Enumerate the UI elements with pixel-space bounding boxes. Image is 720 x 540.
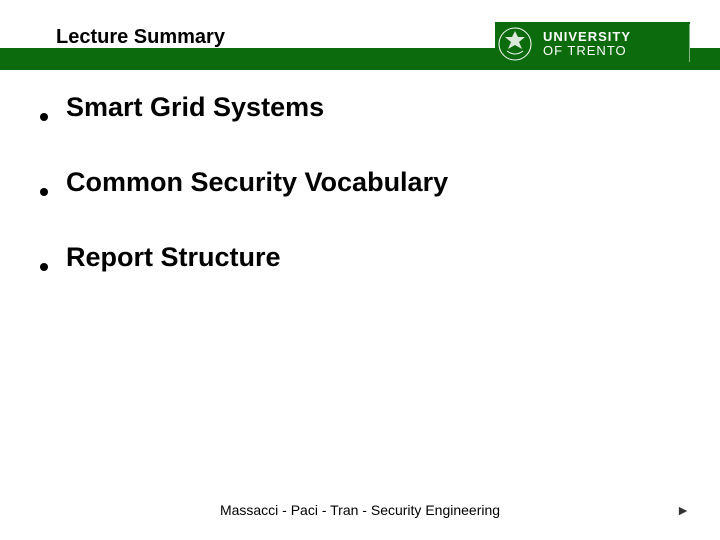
logo-text-line1: UNIVERSITY xyxy=(543,30,631,44)
logo-text: UNIVERSITY OF TRENTO xyxy=(543,30,631,57)
footer-text: Massacci - Paci - Tran - Security Engine… xyxy=(0,502,720,518)
bullet-text: Report Structure xyxy=(66,242,281,273)
bullet-icon xyxy=(40,188,48,196)
list-item: Common Security Vocabulary xyxy=(40,167,680,198)
slide-title: Lecture Summary xyxy=(56,26,225,49)
list-item: Smart Grid Systems xyxy=(40,92,680,123)
bullet-text: Common Security Vocabulary xyxy=(66,167,448,198)
logo-text-line2: OF TRENTO xyxy=(543,44,631,58)
list-item: Report Structure xyxy=(40,242,680,273)
bullet-icon xyxy=(40,263,48,271)
content-area: Smart Grid Systems Common Security Vocab… xyxy=(40,92,680,317)
slide: Lecture Summary UNIVERSITY OF TRENTO Sma… xyxy=(0,0,720,540)
bullet-icon xyxy=(40,113,48,121)
university-logo: UNIVERSITY OF TRENTO xyxy=(495,22,690,66)
bullet-text: Smart Grid Systems xyxy=(66,92,324,123)
logo-seal-icon xyxy=(495,24,535,64)
header-divider xyxy=(689,24,690,62)
next-slide-arrow-icon[interactable]: ► xyxy=(676,502,690,518)
